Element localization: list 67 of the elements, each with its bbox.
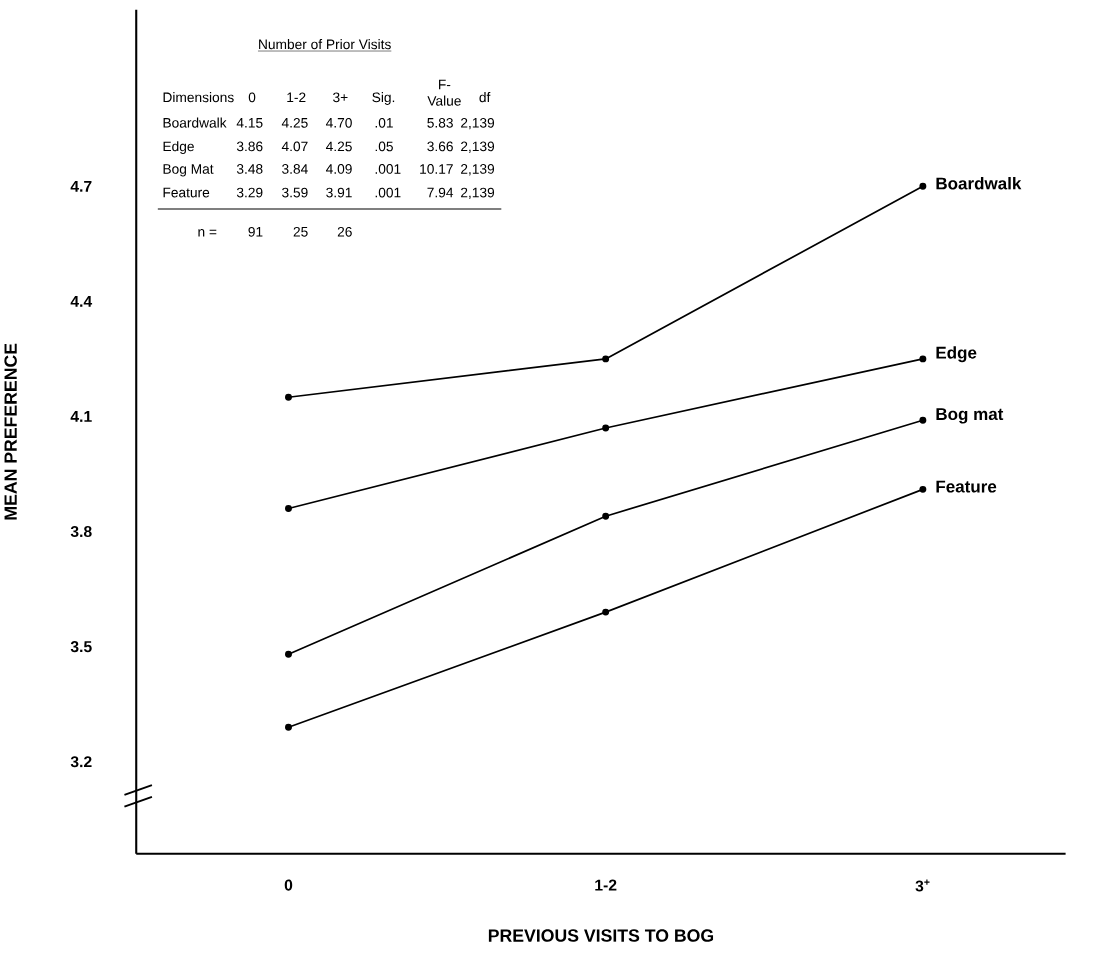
annotation: 26	[337, 226, 352, 237]
annotation: Boardwalk	[163, 117, 227, 128]
annotation: 3.91	[326, 187, 352, 198]
y-tick-label: 4.4	[70, 296, 93, 307]
annotation: 10.17	[420, 164, 453, 174]
point	[285, 393, 292, 401]
y-tick-label: 4.7	[70, 180, 92, 192]
point	[602, 355, 610, 363]
y-tick-label: 3.2	[70, 756, 92, 768]
annotation: 3.59	[282, 187, 308, 198]
x-tick-label: 3$^{+}$	[915, 879, 930, 892]
point	[285, 650, 292, 658]
annotation: 4.07	[281, 141, 308, 152]
annotation: 3.66	[427, 141, 453, 152]
annotation: 4.15	[236, 118, 263, 128]
annotation: 2,139	[461, 118, 495, 130]
annotation: n =	[198, 229, 217, 237]
y-tick-label: 3.8	[70, 526, 92, 538]
annotation: 3.29	[236, 187, 263, 198]
point	[285, 505, 292, 513]
point	[919, 416, 927, 424]
point	[919, 182, 927, 190]
y-tick-label: 3.5	[70, 641, 92, 653]
annotation: 25	[293, 226, 308, 237]
annotation: Dimensions	[163, 92, 234, 103]
annotation: 91	[248, 226, 263, 237]
annotation: 3+	[333, 92, 348, 103]
annotation: .01	[375, 118, 393, 128]
series-label: Feature	[936, 480, 997, 493]
annotation: 4.70	[325, 118, 352, 128]
annotation: F- Value	[427, 79, 461, 106]
series-label: Boardwalk	[936, 177, 1022, 190]
annotation: Feature	[163, 187, 210, 198]
annotation: Bog Mat	[163, 164, 214, 177]
annotation: .001	[375, 164, 401, 174]
series-label: Edge	[936, 346, 977, 363]
series-label: Bog mat	[936, 408, 1004, 424]
point	[919, 355, 927, 363]
y-axis-title: MEAN PREFERENCE	[4, 343, 17, 520]
annotation: .05	[375, 141, 393, 152]
annotation: 7.94	[427, 187, 454, 198]
x-axis-title: PREVIOUS VISITS TO BOG	[488, 929, 714, 942]
annotation: 1-2	[287, 92, 306, 103]
annotation: 2,139	[461, 164, 495, 176]
annotation: 3.48	[236, 164, 263, 174]
y-tick-label: 4.1	[70, 411, 92, 422]
point	[602, 512, 610, 520]
annotation: Number of Prior Visits	[259, 39, 391, 50]
point	[285, 723, 292, 731]
annotation: 5.83	[427, 118, 453, 128]
point	[602, 608, 610, 616]
annotation: .001	[375, 187, 401, 198]
annotation: 2,139	[461, 141, 495, 153]
annotation: 3.86	[236, 141, 263, 152]
annotation: Edge	[163, 141, 194, 155]
annotation: 4.09	[325, 164, 352, 174]
annotation: 4.25	[281, 118, 308, 128]
annotation: 3.84	[282, 164, 308, 174]
x-tick-label: 0	[284, 879, 293, 891]
annotation: Sig.	[372, 92, 395, 105]
annotation: 2,139	[461, 187, 495, 200]
annotation: 0	[248, 92, 256, 103]
x-tick-label: 1-2	[595, 879, 617, 891]
annotation: 4.25	[325, 141, 352, 152]
point	[602, 424, 610, 432]
annotation: df	[479, 92, 491, 103]
point	[919, 485, 927, 493]
